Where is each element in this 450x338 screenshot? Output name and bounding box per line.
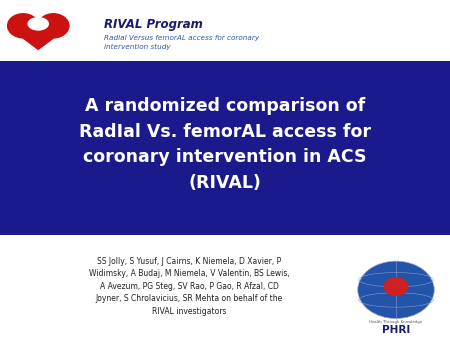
Ellipse shape: [37, 13, 70, 39]
Text: Health Through Knowledge: Health Through Knowledge: [369, 320, 423, 324]
Circle shape: [358, 261, 434, 318]
FancyBboxPatch shape: [0, 0, 450, 61]
Ellipse shape: [7, 13, 39, 39]
Text: Radial Versus femorAL access for coronary
intervention study: Radial Versus femorAL access for coronar…: [104, 35, 259, 50]
Text: SS Jolly, S Yusuf, J Cairns, K Niemela, D Xavier, P
Widimsky, A Budaj, M Niemela: SS Jolly, S Yusuf, J Cairns, K Niemela, …: [89, 257, 289, 316]
FancyBboxPatch shape: [0, 235, 450, 338]
Circle shape: [383, 277, 409, 296]
Ellipse shape: [27, 17, 49, 31]
Polygon shape: [7, 27, 70, 50]
Text: PHRI: PHRI: [382, 324, 410, 335]
Text: RIVAL Program: RIVAL Program: [104, 18, 202, 31]
Text: A randomized comparison of
RadIal Vs. femorAL access for
coronary intervention i: A randomized comparison of RadIal Vs. fe…: [79, 97, 371, 192]
FancyBboxPatch shape: [0, 61, 450, 235]
